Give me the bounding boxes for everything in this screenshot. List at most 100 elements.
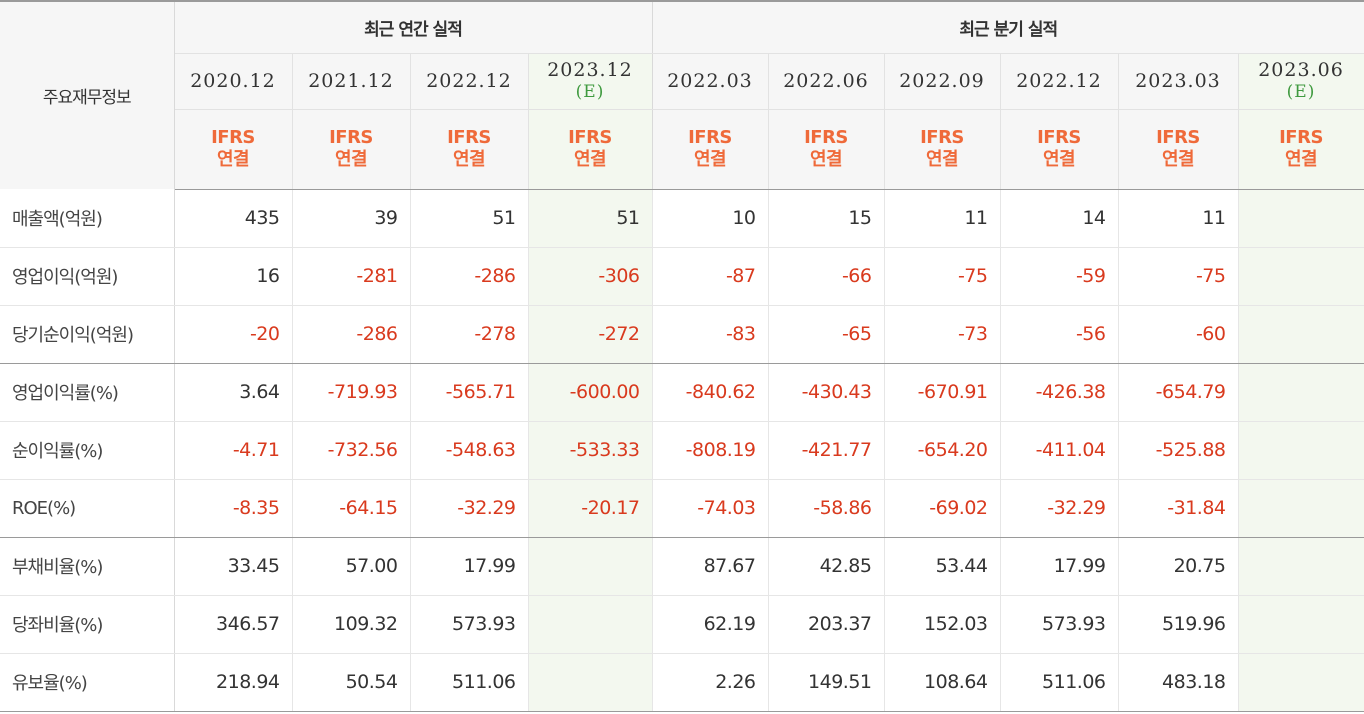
accounting-standard-header: IFRS 연결 [1238,109,1364,190]
period-label: 2022.12 [1016,69,1102,92]
value-cell: -278 [410,305,529,364]
table-row: 순이익률(%) -4.71 -732.56 -548.63 -533.33 -808.19… [0,421,1364,480]
value-cell: 519.96 [1118,595,1239,654]
value-cell: 42.85 [768,537,885,596]
accounting-standard-header: IFRS 연결 [410,109,529,190]
value-cell [528,595,653,654]
period-header: 2022.12 [1000,53,1119,110]
period-header: 2021.12 [292,53,411,110]
value-cell: -32.29 [1000,479,1119,538]
accounting-standard-label: IFRS [568,126,612,148]
value-cell: 108.64 [884,653,1001,712]
accounting-standard-label: IFRS [804,126,848,148]
value-cell: 50.54 [292,653,411,712]
accounting-standard-header: IFRS 연결 [174,109,293,190]
consolidation-label: 연결 [1042,149,1076,170]
value-cell: -719.93 [292,363,411,422]
value-cell: -56 [1000,305,1119,364]
period-label: 2022.12 [426,69,512,92]
period-header: 2022.03 [652,53,769,110]
consolidation-label: 연결 [452,149,486,170]
value-cell: -87 [651,247,769,306]
accounting-standard-header: IFRS 연결 [528,109,653,190]
quarter-group-header: 최근 분기 실적 [652,1,1364,54]
value-cell: 511.06 [1000,653,1119,712]
value-cell: 39 [292,189,411,248]
table-body: 매출액(억원) 435 39 51 51 10 15 11 14 11 영업이익(억원) 16 -281… [0,189,1364,712]
consolidation-label: 연결 [925,149,959,170]
value-cell: -286 [410,247,529,306]
accounting-standard-header: IFRS 연결 [652,109,769,190]
accounting-standard-label: IFRS [329,126,373,148]
metric-label: 영업이익(억원) [0,247,175,306]
accounting-standard-label: IFRS [1037,126,1081,148]
accounting-standard-label: IFRS [920,126,964,148]
value-cell: 2.26 [651,653,769,712]
metric-label: ROE(%) [0,479,175,538]
value-cell: 11 [884,189,1001,248]
value-cell: -32.29 [410,479,529,538]
value-cell: 218.94 [174,653,293,712]
value-cell: -64.15 [292,479,411,538]
period-header: 2023.12 (E) [528,53,653,110]
metric-label: 영업이익률(%) [0,363,175,422]
metric-label: 당기순이익(억원) [0,305,175,364]
value-cell [528,653,653,712]
value-cell: -548.63 [410,421,529,480]
period-label: 2023.03 [1135,69,1221,92]
value-cell: -565.71 [410,363,529,422]
value-cell: -73 [884,305,1001,364]
value-cell: -272 [528,305,653,364]
accounting-standard-label: IFRS [211,126,255,148]
consolidation-label: 연결 [809,149,843,170]
value-cell: -20 [174,305,293,364]
value-cell: 51 [528,189,653,248]
value-cell: -31.84 [1118,479,1239,538]
value-cell: -411.04 [1000,421,1119,480]
metric-label: 매출액(억원) [0,189,175,248]
table-row: 영업이익률(%) 3.64 -719.93 -565.71 -600.00 -840.62… [0,363,1364,422]
metric-label: 당좌비율(%) [0,595,175,654]
period-label: 2023.12 [547,59,633,82]
value-cell [1238,189,1364,248]
group-header-row: 주요재무정보 최근 연간 실적 최근 분기 실적 [0,1,1364,189]
value-cell: -60 [1118,305,1239,364]
accounting-standard-label: IFRS [1156,126,1200,148]
value-cell: 17.99 [1000,537,1119,596]
value-cell: -306 [528,247,653,306]
value-cell: 33.45 [174,537,293,596]
value-cell: -426.38 [1000,363,1119,422]
value-cell [1238,421,1364,480]
period-label: 2021.12 [308,69,394,92]
value-cell [1238,363,1364,422]
value-cell: 346.57 [174,595,293,654]
value-cell: -66 [768,247,885,306]
value-cell: -525.88 [1118,421,1239,480]
period-label: 2023.06 [1258,59,1344,82]
value-cell [1238,653,1364,712]
value-cell: -69.02 [884,479,1001,538]
consolidation-label: 연결 [1284,149,1318,170]
value-cell: 14 [1000,189,1119,248]
value-cell [528,537,653,596]
metric-label: 유보율(%) [0,653,175,712]
table-row: 당기순이익(억원) -20 -286 -278 -272 -83 -65 -73 -56 -60 [0,305,1364,364]
accounting-standard-header: IFRS 연결 [768,109,885,190]
value-cell: -533.33 [528,421,653,480]
period-header: 2022.09 [884,53,1001,110]
value-cell: 51 [410,189,529,248]
value-cell: 11 [1118,189,1239,248]
value-cell: -75 [1118,247,1239,306]
table-row: 영업이익(억원) 16 -281 -286 -306 -87 -66 -75 -59 -75 [0,247,1364,306]
period-label: 2022.06 [783,69,869,92]
period-header: 2022.06 [768,53,885,110]
value-cell: -65 [768,305,885,364]
period-header: 2023.06 (E) [1238,53,1364,110]
value-cell: -654.79 [1118,363,1239,422]
value-cell: 573.93 [410,595,529,654]
value-cell: 483.18 [1118,653,1239,712]
accounting-standard-label: IFRS [688,126,732,148]
table-row: 유보율(%) 218.94 50.54 511.06 2.26 149.51 108.64 5… [0,653,1364,712]
value-cell: -654.20 [884,421,1001,480]
